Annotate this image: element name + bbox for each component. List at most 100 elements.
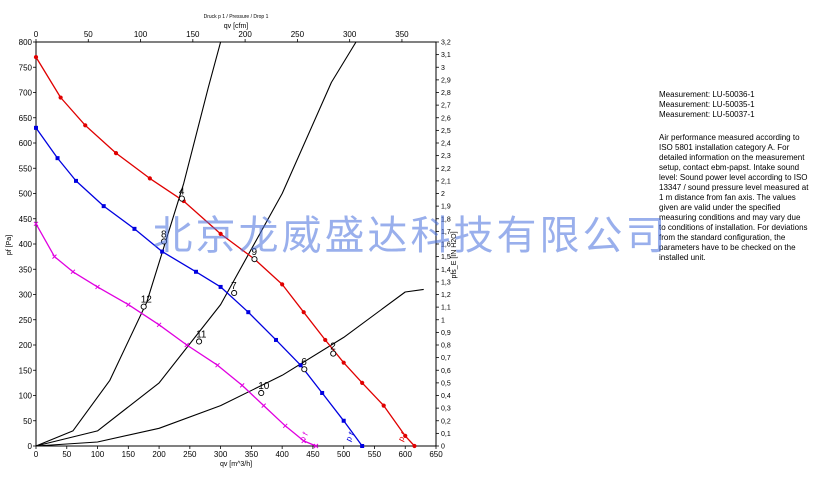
series-2-point-1 <box>52 254 57 259</box>
series-label-0: p f <box>396 430 408 443</box>
x-axis-label-top: qv [cfm] <box>224 23 249 30</box>
right-tick-label-11: 1,1 <box>441 305 451 312</box>
series-0-point-12 <box>360 380 365 385</box>
x-tick-label-3: 150 <box>122 450 136 459</box>
operating-point-label-11: 11 <box>196 329 207 340</box>
series-0-point-11 <box>341 360 346 365</box>
operating-point-label-4: 4 <box>179 187 185 198</box>
series-2-point-9 <box>261 403 267 408</box>
series-2-point-5 <box>156 322 162 328</box>
series-1-point-9 <box>274 337 278 342</box>
operating-point-label-8: 8 <box>161 229 167 240</box>
right-tick-label-14: 1,4 <box>441 267 451 274</box>
x-tick-label-7: 350 <box>245 450 259 459</box>
y-tick-label-2: 100 <box>19 392 33 401</box>
series-label-2: p f <box>298 430 310 443</box>
y-tick-label-15: 750 <box>19 63 33 72</box>
series-0-point-2 <box>83 123 88 128</box>
measurement-line-1: Measurement: LU-50036-1 <box>659 90 755 99</box>
x-tick-label-4: 200 <box>152 450 166 459</box>
series-1-point-10 <box>298 363 303 368</box>
right-tick-label-31: 3,1 <box>441 52 451 59</box>
right-tick-label-18: 1,8 <box>441 216 451 223</box>
right-tick-label-19: 1,9 <box>441 204 451 211</box>
right-tick-label-9: 0,9 <box>441 330 451 337</box>
series-0-point-0 <box>33 55 39 60</box>
y-tick-label-16: 800 <box>19 38 33 47</box>
operating-point-marker-10 <box>258 389 265 397</box>
series-1-point-12 <box>341 418 346 423</box>
top-tick-label-3: 150 <box>186 30 200 39</box>
right-tick-label-32: 3,2 <box>441 40 451 47</box>
right-tick-label-2: 0,2 <box>441 418 451 425</box>
right-tick-label-5: 0,5 <box>441 380 451 387</box>
x-tick-label-11: 550 <box>368 450 382 459</box>
series-0-point-1 <box>58 95 63 100</box>
right-tick-label-8: 0,8 <box>441 343 451 350</box>
right-tick-label-25: 2,5 <box>441 128 451 135</box>
right-tick-label-28: 2,8 <box>441 90 451 97</box>
top-tick-label-7: 350 <box>395 30 409 39</box>
x-tick-label-1: 50 <box>62 450 71 459</box>
right-tick-label-20: 2 <box>441 191 445 198</box>
right-tick-label-15: 1,5 <box>441 254 451 261</box>
series-2-point-0 <box>33 221 39 227</box>
x-tick-label-9: 450 <box>306 450 320 459</box>
series-2-point-11 <box>301 438 307 444</box>
y-tick-label-7: 350 <box>19 265 33 274</box>
operating-point-label-6: 6 <box>301 357 307 368</box>
right-tick-label-24: 2,4 <box>441 141 451 148</box>
operating-point-marker-6 <box>301 366 308 373</box>
operating-point-marker-9 <box>251 256 258 263</box>
operating-point-marker-12 <box>140 303 147 310</box>
system-curve-mid <box>35 41 357 447</box>
right-tick-label-27: 2,7 <box>441 103 451 110</box>
series-1-point-0 <box>34 125 38 130</box>
right-tick-label-13: 1,3 <box>441 279 451 286</box>
x-axis-label-bottom: qv [m^3/h] <box>220 461 252 468</box>
plot-frame <box>35 41 437 447</box>
chart-title: Druck p 1 / Pressure / Drop 1 <box>204 14 269 20</box>
y-tick-label-4: 200 <box>19 341 33 350</box>
series-0-point-3 <box>113 151 119 156</box>
y-tick-label-9: 450 <box>19 215 33 224</box>
top-tick-label-1: 50 <box>84 30 93 39</box>
series-0-point-14 <box>403 433 408 438</box>
y-tick-label-3: 150 <box>19 366 33 375</box>
operating-point-marker-2 <box>330 350 337 357</box>
right-tick-label-12: 1,2 <box>441 292 451 299</box>
right-tick-label-23: 2,3 <box>441 153 451 160</box>
series-1-point-11 <box>320 390 325 395</box>
series-line-1 <box>35 127 363 447</box>
y-axis-label-left: pf [Pa] <box>6 235 13 255</box>
series-1-point-3 <box>101 204 106 209</box>
operating-point-label-7: 7 <box>231 281 237 292</box>
y-tick-label-6: 300 <box>19 291 33 300</box>
series-1-point-6 <box>194 269 198 274</box>
top-tick-label-6: 300 <box>343 30 357 39</box>
operating-point-marker-7 <box>231 289 238 297</box>
right-tick-label-0: 0 <box>441 444 445 451</box>
right-tick-label-1: 0,1 <box>441 431 451 438</box>
series-1-point-2 <box>74 178 78 183</box>
series-1-point-5 <box>160 249 165 254</box>
measurement-line-2: Measurement: LU-50035-1 <box>659 100 755 109</box>
series-line-2 <box>35 223 317 447</box>
operating-point-label-9: 9 <box>251 247 257 258</box>
series-0-point-9 <box>301 310 306 315</box>
right-tick-label-6: 0,6 <box>441 368 451 375</box>
x-tick-label-12: 600 <box>399 450 413 459</box>
measurement-description: Air performance measured according to IS… <box>659 133 809 262</box>
right-tick-label-22: 2,2 <box>441 166 451 173</box>
series-2-point-7 <box>215 362 220 368</box>
top-tick-label-4: 200 <box>238 30 252 39</box>
series-0-point-8 <box>280 282 285 287</box>
series-0-point-15 <box>412 443 417 449</box>
measurement-line-3: Measurement: LU-50037-1 <box>659 110 755 119</box>
x-tick-label-10: 500 <box>337 450 351 459</box>
right-tick-label-16: 1,6 <box>441 242 451 249</box>
y-tick-label-11: 550 <box>19 164 33 173</box>
operating-point-marker-8 <box>160 238 168 245</box>
right-tick-label-26: 2,6 <box>441 115 451 122</box>
top-tick-label-2: 100 <box>134 30 148 39</box>
